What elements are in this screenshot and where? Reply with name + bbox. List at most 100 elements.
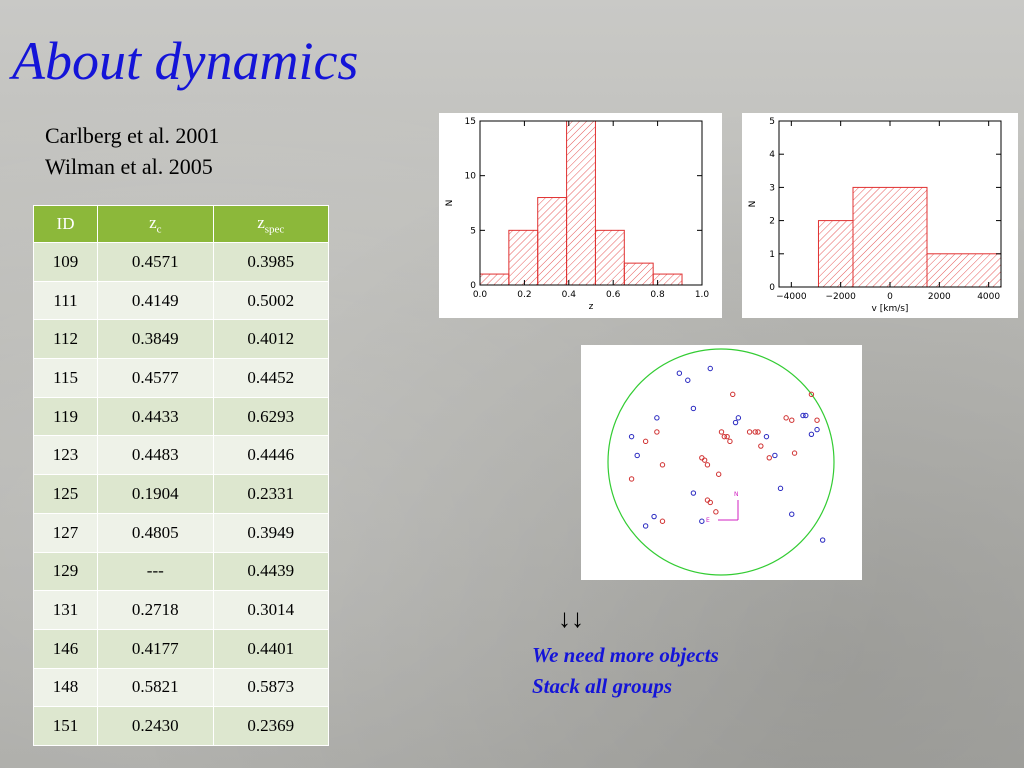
redshift-table: ID zc zspec 109 0.4571 0.3985 111 0.4149 0.50… <box>32 205 330 746</box>
cell-id: 151 <box>32 706 99 746</box>
cell-id: 129 <box>32 551 99 592</box>
table-header-row: ID zc zspec <box>32 205 330 243</box>
cell-zc: 0.4571 <box>97 242 214 282</box>
histogram-bar <box>926 253 1002 288</box>
cell-id: 131 <box>32 590 99 630</box>
histogram-bar <box>852 186 928 288</box>
galaxy-point <box>814 417 820 423</box>
galaxy-point <box>628 476 635 482</box>
galaxy-point <box>713 509 719 515</box>
histogram-z-chart: 0.0 0.2 0.4 0.6 0.8 1.0 0 5 10 15 z N <box>445 117 709 312</box>
galaxy-point <box>727 438 733 445</box>
cell-zspec: 0.5002 <box>212 280 330 321</box>
galaxy-point <box>707 499 713 506</box>
table-row: 129 --- 0.4439 <box>32 551 330 592</box>
y-tick-label: 15 <box>465 117 476 127</box>
x-tick-label: 4000 <box>977 292 1000 302</box>
x-tick-label: 0.4 <box>562 290 577 300</box>
galaxy-point <box>789 417 795 423</box>
table-row: 125 0.1904 0.2331 <box>32 474 330 514</box>
galaxy-point <box>766 455 772 461</box>
cell-zc: 0.4149 <box>97 280 214 321</box>
histogram-z-panel: 0.0 0.2 0.4 0.6 0.8 1.0 0 5 10 15 z N <box>439 113 722 318</box>
galaxy-point <box>642 438 649 445</box>
galaxy-point <box>814 426 820 433</box>
cell-zc: --- <box>97 551 214 592</box>
histogram-bar <box>566 120 596 286</box>
table-row: 109 0.4571 0.3985 <box>32 242 330 282</box>
plot-frame <box>479 120 703 286</box>
cell-zc: 0.4805 <box>97 512 214 553</box>
cell-zspec: 0.4446 <box>212 435 330 476</box>
galaxy-point <box>803 412 809 419</box>
cell-zspec: 0.4012 <box>212 319 330 360</box>
table-row: 127 0.4805 0.3949 <box>32 512 330 553</box>
slide-title: About dynamics <box>12 31 359 91</box>
x-axis-label: z <box>589 302 594 312</box>
y-axis-label: N <box>748 201 758 208</box>
galaxy-point <box>701 457 708 463</box>
table-row: 131 0.2718 0.3014 <box>32 590 330 630</box>
histogram-v-chart: −4000 −2000 0 2000 4000 0 1 2 3 4 5 v [km/s] N <box>748 117 1002 314</box>
galaxy-point <box>699 518 705 524</box>
table-row: 111 0.4149 0.5002 <box>32 280 330 321</box>
histogram-v-panel: −4000 −2000 0 2000 4000 0 1 2 3 4 5 v [km/s] N <box>742 113 1018 318</box>
note-line-2: Stack all groups <box>532 674 673 698</box>
x-tick-label: 0.0 <box>473 290 488 300</box>
table-row: 115 0.4577 0.4452 <box>32 358 330 398</box>
x-tick-label: 0.8 <box>650 290 665 300</box>
table-row: 112 0.3849 0.4012 <box>32 319 330 360</box>
cell-zspec: 0.6293 <box>212 396 330 437</box>
cell-zc: 0.2718 <box>97 590 214 630</box>
cell-zc: 0.3849 <box>97 319 214 360</box>
cell-id: 127 <box>32 512 99 553</box>
compass-east-label: E <box>706 517 710 524</box>
galaxy-point <box>690 405 697 412</box>
y-tick-label: 2 <box>769 217 775 227</box>
histogram-bar <box>623 262 654 286</box>
y-tick-label: 4 <box>769 150 775 160</box>
galaxy-point <box>808 391 815 398</box>
galaxy-point <box>732 419 739 426</box>
y-tick-label: 5 <box>769 117 775 127</box>
histogram-bar <box>537 197 568 286</box>
histogram-bar <box>508 229 539 286</box>
galaxy-point <box>763 433 770 440</box>
x-tick-label: 2000 <box>928 292 951 302</box>
cell-zspec: 0.3949 <box>212 512 330 553</box>
galaxy-point <box>772 452 778 459</box>
references: Carlberg et al. 2001 Wilman et al. 2005 <box>45 120 219 182</box>
cell-id: 115 <box>32 358 99 398</box>
header-zc: zc <box>97 205 214 243</box>
table-row: 148 0.5821 0.5873 <box>32 667 330 708</box>
galaxy-point <box>707 365 713 372</box>
cell-zc: 0.4483 <box>97 435 214 476</box>
galaxy-point <box>704 462 711 468</box>
cell-id: 125 <box>32 474 99 514</box>
galaxy-point <box>628 433 635 440</box>
galaxy-point <box>800 412 806 419</box>
cell-zc: 0.4433 <box>97 396 214 437</box>
cell-id: 119 <box>32 396 99 437</box>
galaxy-point <box>718 429 725 435</box>
galaxy-point <box>735 415 742 421</box>
down-arrows-icon: ↓↓ <box>558 604 584 633</box>
cell-id: 112 <box>32 319 99 360</box>
galaxy-point <box>791 450 798 456</box>
cell-id: 146 <box>32 628 99 669</box>
galaxy-point <box>730 391 736 398</box>
galaxy-point <box>746 429 753 435</box>
cell-zc: 0.5821 <box>97 667 214 708</box>
galaxy-point <box>634 452 640 459</box>
cell-id: 109 <box>32 242 99 282</box>
histogram-bar <box>594 229 625 286</box>
cell-id: 148 <box>32 667 99 708</box>
galaxy-point <box>659 518 666 524</box>
galaxy-point <box>642 523 649 529</box>
cell-id: 123 <box>32 435 99 476</box>
galaxy-point <box>808 431 815 438</box>
cell-zc: 0.4577 <box>97 358 214 398</box>
reference-2: Wilman et al. 2005 <box>45 154 213 179</box>
galaxy-point <box>783 415 789 421</box>
conclusion-notes: We need more objects Stack all groups <box>532 640 719 702</box>
